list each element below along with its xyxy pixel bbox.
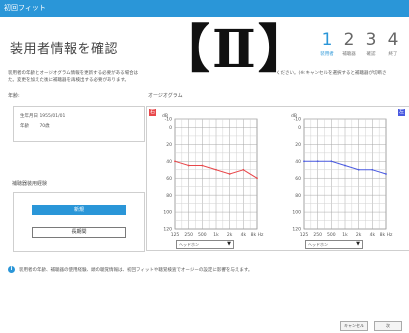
x-tick-label: 8k Hz [380, 232, 393, 238]
y-tick-label: -10 [165, 117, 172, 123]
step-label: 終了 [388, 52, 398, 57]
step-3: 3 確認 [360, 30, 382, 57]
y-tick-label: -10 [294, 117, 301, 123]
right-transducer-value: ヘッドホン [179, 242, 199, 247]
step-label: 補聴器 [342, 52, 356, 57]
left-ear-threshold-point [344, 164, 346, 167]
right-ear-badge: 右 [149, 109, 156, 116]
info-icon: i [8, 266, 15, 273]
y-tick-label: 100 [163, 210, 172, 216]
y-tick-label: 40 [166, 159, 172, 165]
y-tick-label: 60 [295, 176, 301, 182]
usage-box: 新規 長期間 [13, 192, 145, 252]
description-line-2: た。変更を加えた後に補聴器を再検出する必要があります。 [8, 78, 130, 83]
next-button[interactable]: 次 [374, 321, 402, 331]
left-ear-threshold-point [357, 168, 360, 171]
right-ear-threshold-point [228, 173, 231, 175]
left-ear-threshold-point [330, 160, 333, 163]
description-line-1: 装用者の年齢とオージオグラム情報を更新する必要がある場合は [8, 71, 139, 76]
audiogram-chart: -10 0 20 40 60 80 100 120 dB 125 250 500 1k 2k 4k 8k Hz… [162, 113, 393, 238]
birth-date-label: 生年月日 [20, 114, 38, 119]
overlay-mark: 【Ⅱ】 [158, 18, 312, 82]
y-tick-label: 120 [292, 227, 301, 233]
window-title: 初回フィット [4, 4, 46, 12]
x-tick-label: 2k [356, 232, 362, 238]
left-ear-threshold-point [385, 173, 387, 175]
y-tick-label: 120 [163, 227, 172, 233]
y-tick-label: 80 [295, 193, 301, 199]
step-label: 確認 [366, 52, 376, 57]
x-tick-label: 500 [327, 232, 336, 238]
right-ear-threshold-point [187, 164, 190, 167]
x-tick-label: 2k [227, 232, 233, 238]
x-tick-label: 1k [342, 232, 348, 238]
notice-text: 装用者の年齢、補聴器の使用経験、頭の聴覚情報は、初回フィットや聴覚検査でオージー… [19, 268, 253, 273]
age-value: 70歳 [39, 124, 50, 129]
left-ear-threshold-point [371, 168, 374, 171]
audiogram-section-label: オージオグラム [148, 93, 183, 99]
usage-section-label: 補聴器装用経験 [12, 181, 48, 187]
left-ear-badge: 左 [398, 109, 405, 116]
step-label: 装用者 [320, 52, 334, 57]
x-tick-label: 1k [213, 232, 219, 238]
step-4: 4 終了 [382, 30, 404, 57]
y-tick-label: 20 [166, 142, 172, 148]
y-tick-label: 0 [298, 125, 301, 131]
left-ear-threshold-point [303, 160, 305, 163]
step-number: 4 [387, 30, 399, 50]
x-tick-label: 8k Hz [251, 232, 264, 238]
step-number: 2 [343, 30, 355, 50]
long-term-user-button[interactable]: 長期間 [32, 227, 126, 238]
y-tick-label: 60 [166, 176, 172, 182]
x-tick-label: 250 [313, 232, 322, 238]
y-tick-label: 40 [295, 159, 301, 165]
description-right: ください。(※:キャンセルを選択すると補聴器が切断さ [276, 71, 387, 76]
right-transducer-select[interactable]: ヘッドホン ▼ [176, 240, 234, 249]
page-title: 装用者情報を確認 [10, 42, 119, 57]
chevron-down-icon: ▼ [227, 241, 231, 247]
age-row: 年齢 70歳 [20, 123, 50, 129]
new-user-button[interactable]: 新規 [32, 205, 126, 215]
notice: i 装用者の年齢、補聴器の使用経験、頭の聴覚情報は、初回フィットや聴覚検査でオー… [8, 266, 408, 276]
right-ear-threshold-point [174, 160, 176, 163]
left-transducer-select[interactable]: ヘッドホン ▼ [305, 240, 363, 249]
birth-date-row: 生年月日 1955/01/01 [20, 113, 65, 119]
right-ear-threshold-point [256, 177, 258, 180]
left-ear-threshold-point [316, 160, 319, 163]
x-tick-label: 4k [241, 232, 247, 238]
birth-date-value: 1955/01/01 [39, 114, 66, 119]
y-tick-label: 80 [166, 193, 172, 199]
x-tick-label: 4k [370, 232, 376, 238]
step-1: 1 装用者 [316, 30, 338, 57]
age-section-label: 年齢: [8, 93, 20, 99]
y-tick-label: 20 [295, 142, 301, 148]
age-label: 年齢 [20, 124, 29, 129]
step-indicator: 1 装用者 2 補聴器 3 確認 4 終了 [316, 30, 406, 70]
chevron-down-icon: ▼ [356, 241, 360, 247]
x-tick-label: 500 [198, 232, 207, 238]
left-transducer-value: ヘッドホン [308, 242, 328, 247]
right-ear-threshold-point [201, 164, 204, 167]
y-axis-unit-label: dB [291, 113, 297, 119]
x-tick-label: 125 [300, 232, 309, 238]
audiogram-box: 右 左 -10 0 20 40 60 80 100 120 dB 125 250 500 1k 2k 4k 8… [146, 106, 409, 251]
step-2: 2 補聴器 [338, 30, 360, 57]
x-tick-label: 125 [171, 232, 180, 238]
title-bar: 初回フィット [0, 0, 409, 17]
x-tick-label: 250 [184, 232, 193, 238]
step-number: 1 [321, 30, 333, 50]
cancel-button[interactable]: キャンセル [340, 321, 368, 331]
right-ear-threshold-point [242, 168, 245, 171]
y-tick-label: 100 [292, 210, 301, 216]
step-number: 3 [365, 30, 377, 50]
patient-info-box: 生年月日 1955/01/01 年齢 70歳 [13, 106, 145, 142]
right-ear-threshold-point [215, 168, 217, 171]
y-axis-unit-label: dB [162, 113, 168, 119]
y-tick-label: 0 [169, 125, 172, 131]
